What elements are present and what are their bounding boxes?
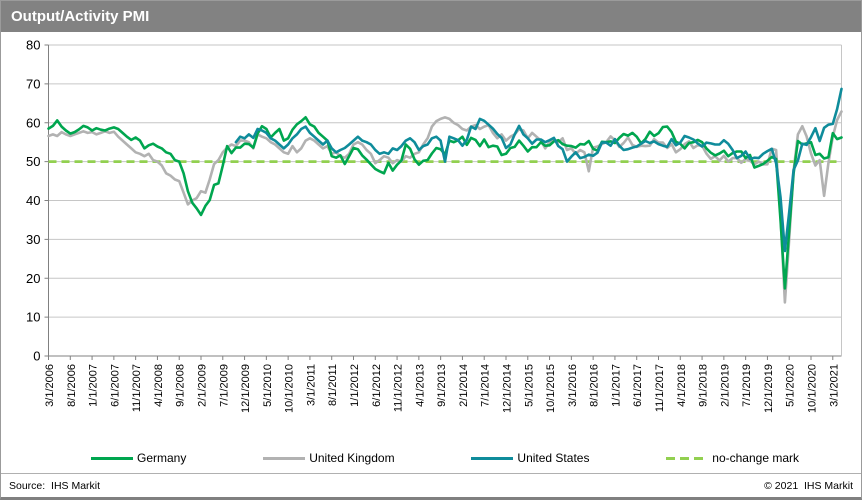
legend-label-united-kingdom: United Kingdom [309,451,395,465]
svg-text:11/1/2007: 11/1/2007 [131,364,143,412]
svg-text:8/1/2016: 8/1/2016 [589,364,601,407]
chart-legend: Germany United Kingdom United States no-… [1,447,861,469]
svg-text:0: 0 [33,349,40,364]
svg-text:9/1/2013: 9/1/2013 [436,364,448,407]
chart-title: Output/Activity PMI [11,8,150,25]
svg-text:70: 70 [26,76,40,91]
svg-text:7/1/2019: 7/1/2019 [741,364,753,407]
svg-text:20: 20 [26,271,40,286]
svg-text:7/1/2009: 7/1/2009 [218,364,230,407]
svg-text:60: 60 [26,115,40,130]
legend-label-no-change-mark: no-change mark [712,451,799,465]
svg-text:3/1/2016: 3/1/2016 [567,364,579,407]
svg-text:4/1/2008: 4/1/2008 [153,364,165,407]
legend-item-no-change-mark: no-change mark [666,451,799,465]
svg-text:80: 80 [26,38,40,53]
svg-text:12/1/2009: 12/1/2009 [240,364,252,413]
germany-line-swatch [91,456,133,460]
svg-text:50: 50 [26,154,40,169]
svg-text:1/1/2012: 1/1/2012 [349,364,361,407]
united-kingdom-line-swatch [263,456,306,460]
svg-text:1/1/2007: 1/1/2007 [88,364,100,407]
svg-text:4/1/2013: 4/1/2013 [414,364,426,407]
united-states-line-swatch [471,456,514,460]
svg-text:2/1/2014: 2/1/2014 [458,364,470,407]
legend-item-united-kingdom: United Kingdom [263,451,395,465]
svg-text:5/1/2015: 5/1/2015 [523,364,535,407]
svg-text:10: 10 [26,310,40,325]
svg-text:6/1/2017: 6/1/2017 [632,364,644,407]
svg-text:9/1/2008: 9/1/2008 [175,364,187,407]
svg-text:30: 30 [26,232,40,247]
legend-item-germany: Germany [91,451,186,465]
svg-text:2/1/2019: 2/1/2019 [719,364,731,407]
svg-text:5/1/2010: 5/1/2010 [262,364,274,407]
svg-text:3/1/2006: 3/1/2006 [44,364,56,407]
svg-text:12/1/2019: 12/1/2019 [763,364,775,413]
no-change-mark-dash-swatch [666,456,709,460]
legend-label-germany: Germany [137,451,187,465]
legend-label-united-states: United States [517,451,590,465]
svg-text:40: 40 [26,193,40,208]
pmi-line-chart: 0 10 20 30 40 50 60 70 80 3/1/2006 8/1/2006 1/1/200… [26,38,843,413]
source-label: Source: IHS Markit [9,479,101,492]
svg-text:6/1/2012: 6/1/2012 [371,364,383,407]
svg-text:4/1/2018: 4/1/2018 [676,364,688,407]
svg-text:2/1/2009: 2/1/2009 [197,364,209,407]
svg-text:11/1/2017: 11/1/2017 [654,364,666,412]
svg-text:5/1/2020: 5/1/2020 [785,364,797,407]
chart-footer: Source: IHS Markit © 2021 IHS Markit [1,473,861,497]
chart-title-bar: Output/Activity PMI [1,1,861,32]
svg-text:6/1/2007: 6/1/2007 [109,364,121,407]
copyright-label: © 2021 IHS Markit [764,479,853,492]
svg-text:11/1/2012: 11/1/2012 [393,364,405,412]
legend-item-united-states: United States [471,451,589,465]
svg-text:10/1/2020: 10/1/2020 [807,364,819,413]
svg-text:8/1/2006: 8/1/2006 [66,364,78,407]
svg-text:7/1/2014: 7/1/2014 [480,364,492,407]
svg-text:3/1/2021: 3/1/2021 [828,364,840,407]
svg-text:10/1/2010: 10/1/2010 [284,364,296,413]
svg-text:8/1/2011: 8/1/2011 [327,364,339,406]
svg-text:10/1/2015: 10/1/2015 [545,364,557,413]
svg-text:3/1/2011: 3/1/2011 [305,364,317,406]
svg-text:1/1/2017: 1/1/2017 [610,364,622,407]
svg-text:12/1/2014: 12/1/2014 [502,364,514,413]
svg-text:9/1/2018: 9/1/2018 [698,364,710,407]
